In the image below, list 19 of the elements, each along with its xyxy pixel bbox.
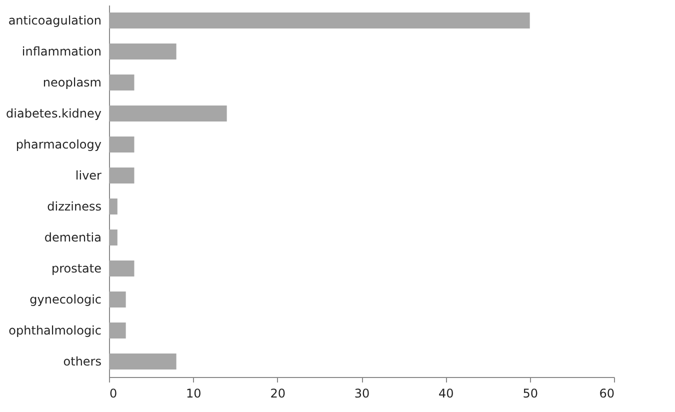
y-tick-label: diabetes.kidney (6, 106, 102, 120)
y-tick-label: ophthalmologic (8, 324, 102, 338)
y-tick-label: pharmacology (16, 138, 102, 152)
x-tick-label: 0 (110, 386, 118, 400)
y-tick-label: dizziness (47, 200, 102, 214)
x-tick-label: 20 (270, 386, 286, 400)
x-tick-label: 40 (438, 386, 454, 400)
y-tick-label: anticoagulation (8, 14, 102, 28)
x-tick-label: 30 (354, 386, 370, 400)
y-tick-label: prostate (51, 262, 102, 276)
x-tick-label: 60 (599, 386, 614, 400)
y-tick-label: liver (75, 168, 102, 182)
y-tick-label: dementia (44, 230, 102, 244)
y-tick-label: gynecologic (30, 292, 102, 306)
x-tick-label: 10 (186, 386, 202, 400)
x-tick-label: 50 (522, 386, 538, 400)
y-tick-label: others (63, 354, 102, 368)
y-tick-label: neoplasm (42, 76, 102, 90)
y-tick-label: inflammation (22, 44, 102, 58)
